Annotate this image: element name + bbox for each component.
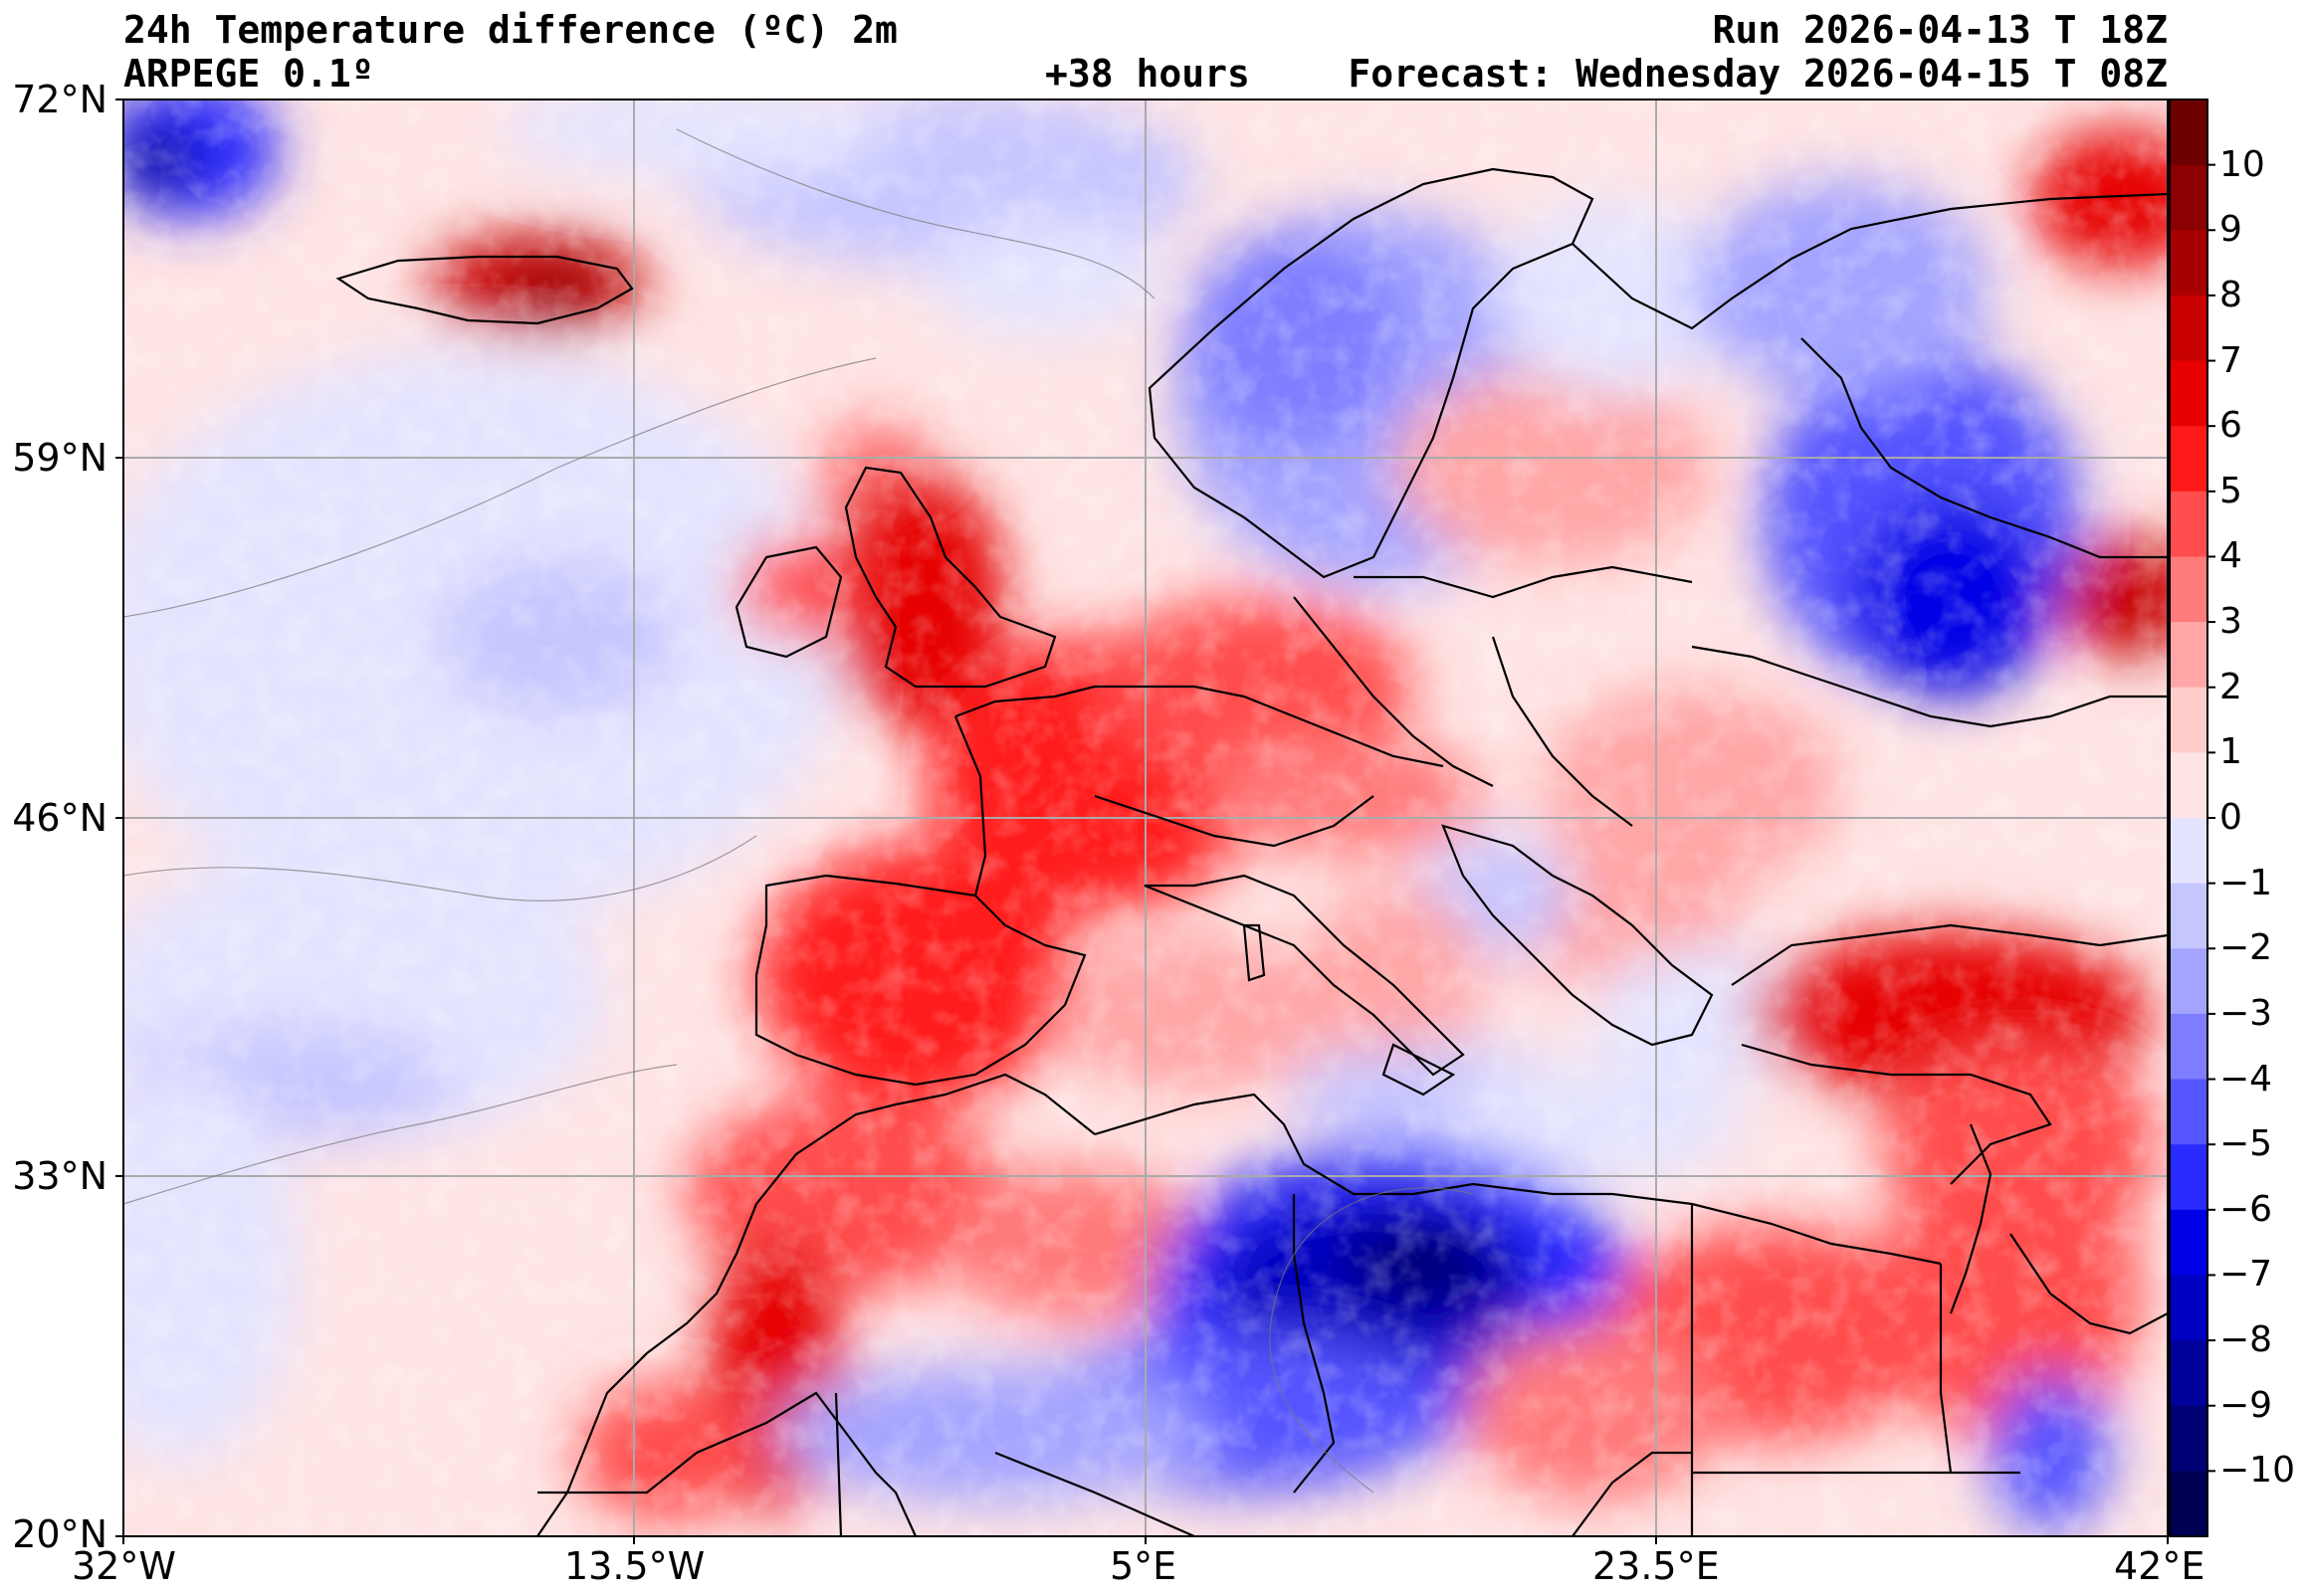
colorbar-swatch <box>2170 1405 2207 1472</box>
colorbar-label: 0 <box>2219 797 2242 838</box>
colorbar-swatch <box>2170 948 2207 1015</box>
colorbar-swatch <box>2170 556 2207 623</box>
colorbar-swatch <box>2170 295 2207 362</box>
colorbar-swatch <box>2170 491 2207 558</box>
colorbar-swatch <box>2170 818 2207 885</box>
colorbar-swatch <box>2170 360 2207 427</box>
colorbar-label: 8 <box>2219 274 2242 315</box>
colorbar-label: −5 <box>2219 1123 2273 1165</box>
lat-label-72n: 72°N <box>12 78 107 121</box>
colorbar-label: −6 <box>2219 1188 2273 1230</box>
colorbar-swatch <box>2170 1340 2207 1407</box>
colorbar-swatch <box>2170 426 2207 493</box>
colorbar-label: −4 <box>2219 1058 2273 1099</box>
colorbar-label: −2 <box>2219 927 2273 969</box>
forecast-time: Forecast: Wednesday 2026-04-15 T 08Z <box>1348 52 2168 96</box>
colorbar-label: −8 <box>2219 1319 2273 1361</box>
colorbar-swatch <box>2170 1209 2207 1277</box>
colorbar-swatch <box>2170 687 2207 753</box>
lon-label-32w: 32°W <box>72 1544 176 1588</box>
colorbar-swatch <box>2170 100 2207 166</box>
colorbar-label: 6 <box>2219 405 2242 447</box>
colorbar-label: 4 <box>2219 535 2242 577</box>
run-time: Run 2026-04-13 T 18Z <box>1712 8 2168 52</box>
colorbar-swatch <box>2170 752 2207 819</box>
colorbar-swatch <box>2170 1275 2207 1341</box>
colorbar-label: −9 <box>2219 1384 2273 1426</box>
axis-ticks <box>115 99 2169 1544</box>
lon-label-13-5w: 13.5°W <box>564 1544 706 1588</box>
colorbar-label: 10 <box>2219 143 2265 185</box>
lead-time: +38 hours <box>1045 52 1250 96</box>
lon-label-42e: 42°E <box>2114 1544 2205 1588</box>
model-name: ARPEGE 0.1º <box>123 52 374 96</box>
colorbar-label: 7 <box>2219 339 2242 381</box>
colorbar-swatch <box>2170 230 2207 297</box>
colorbar-label: 9 <box>2219 209 2242 251</box>
colorbar-swatch <box>2170 1013 2207 1081</box>
colorbar-swatch <box>2170 1144 2207 1211</box>
colorbar-swatch <box>2170 1471 2207 1537</box>
map-title: 24h Temperature difference (ºC) 2m <box>123 8 898 52</box>
colorbar-label: 5 <box>2219 470 2242 511</box>
colorbar-label: 3 <box>2219 601 2242 643</box>
colorbar-swatch <box>2170 622 2207 689</box>
colorbar-label: −7 <box>2219 1254 2273 1296</box>
colorbar-swatch <box>2170 883 2207 949</box>
colorbar-label: −1 <box>2219 862 2273 903</box>
colorbar-swatch <box>2170 164 2207 231</box>
lon-label-5e: 5°E <box>1110 1544 1177 1588</box>
lon-label-23-5e: 23.5°E <box>1592 1544 1720 1588</box>
lat-label-33n: 33°N <box>12 1154 107 1198</box>
lat-label-20n: 20°N <box>12 1512 107 1556</box>
colorbar-label: 2 <box>2219 666 2242 707</box>
colorbar <box>2169 99 2215 1537</box>
lat-label-59n: 59°N <box>12 436 107 480</box>
graticule <box>123 100 2168 1536</box>
colorbar-label: 1 <box>2219 731 2242 773</box>
colorbar-swatch <box>2170 1079 2207 1145</box>
lat-label-46n: 46°N <box>12 796 107 840</box>
map-field <box>123 100 2168 1536</box>
colorbar-label: −3 <box>2219 992 2273 1034</box>
colorbar-label: −10 <box>2219 1450 2295 1492</box>
coastlines <box>335 167 2168 1536</box>
